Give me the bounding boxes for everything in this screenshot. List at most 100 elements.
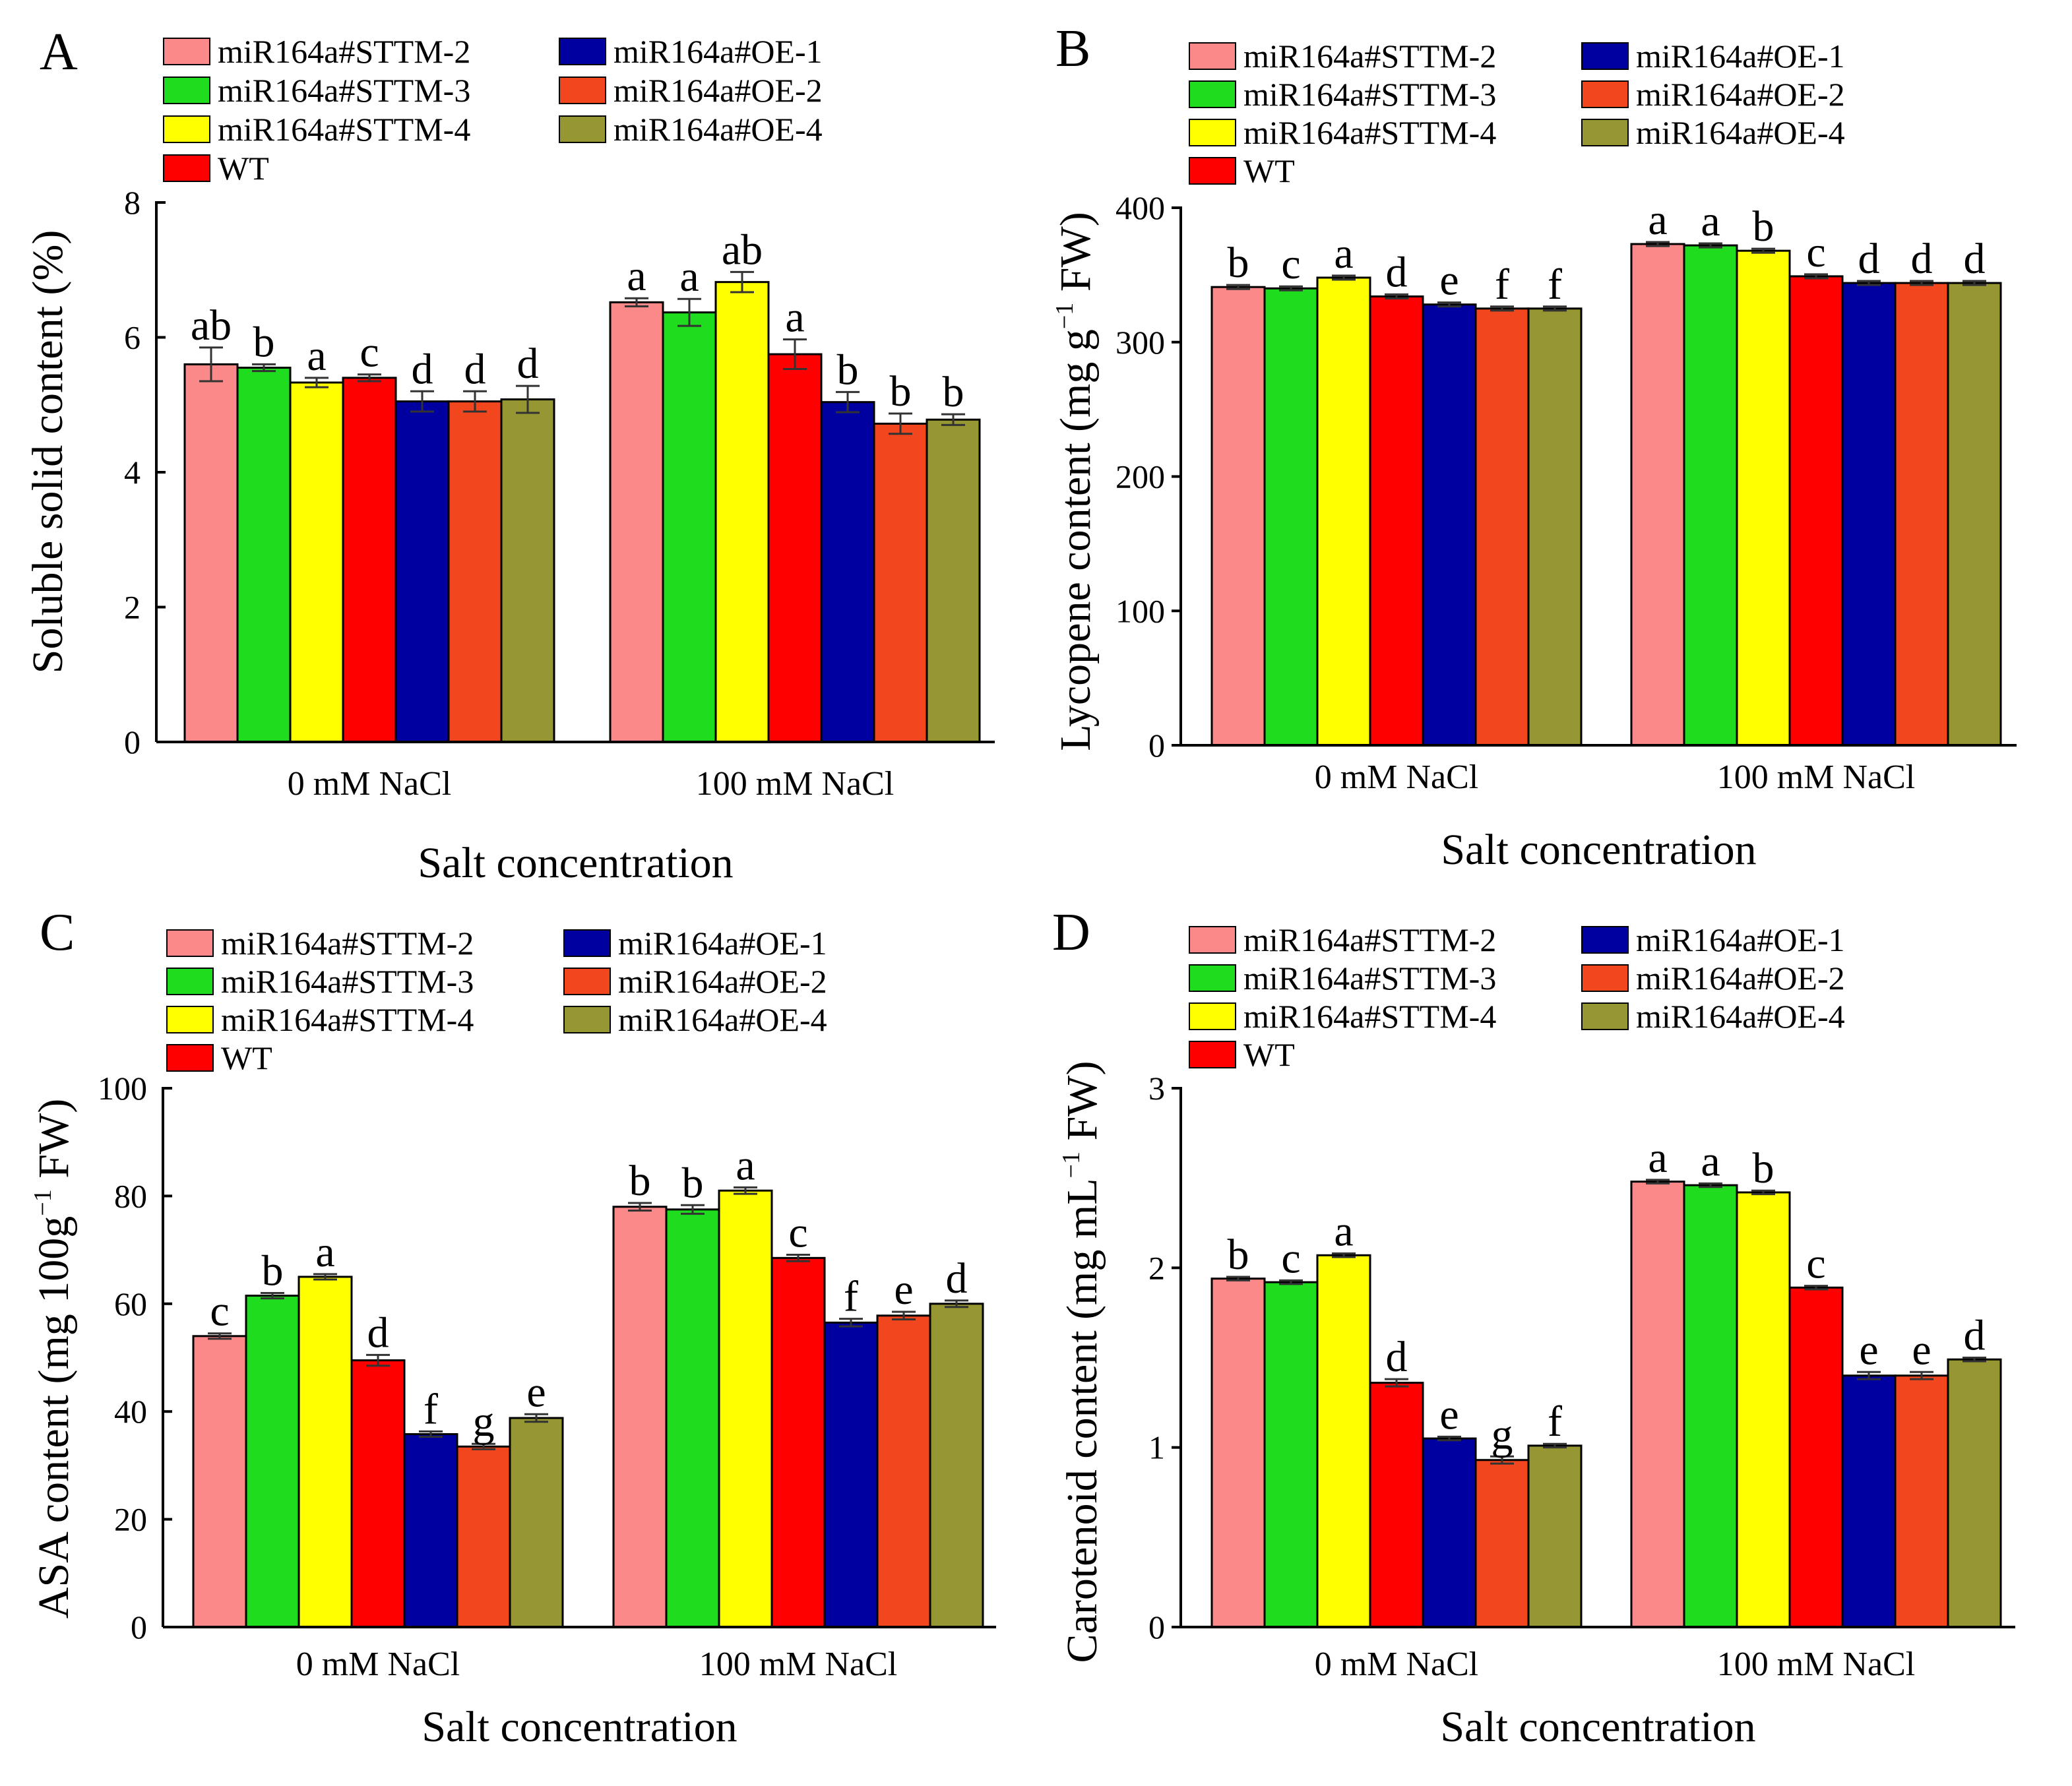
y-tick-label: 4 <box>124 454 141 491</box>
legend-swatch <box>559 115 606 143</box>
legend: miR164a#STTM-2 miR164a#OE-1 miR164a#STTM-3… <box>1189 38 1845 189</box>
bar <box>236 367 292 743</box>
significance-letter: c <box>1281 240 1300 288</box>
error-bar <box>524 1413 548 1423</box>
legend-item: miR164a#STTM-2 <box>163 33 470 70</box>
bar <box>1683 1184 1738 1628</box>
error-bar <box>836 390 860 414</box>
legend-swatch <box>1581 926 1629 954</box>
error-bar <box>945 1299 968 1309</box>
y-axis-label-superscript: −1 <box>29 1189 57 1216</box>
y-tick-label: 60 <box>114 1285 147 1322</box>
error-bar <box>892 1310 916 1320</box>
legend-swatch <box>166 929 214 957</box>
bar <box>820 401 875 743</box>
bar <box>1527 1444 1583 1628</box>
legend-label: miR164a#OE-2 <box>613 72 823 109</box>
error-bar <box>313 1273 337 1281</box>
error-bar <box>786 1253 810 1262</box>
y-tick-label: 300 <box>1115 324 1165 361</box>
bar <box>1841 282 1897 747</box>
error-bar <box>1226 1276 1250 1281</box>
panel-label: D <box>1052 904 1090 962</box>
legend-item: miR164a#OE-2 <box>1581 960 1845 997</box>
significance-letter: c <box>1806 1240 1825 1288</box>
error-bar <box>1804 273 1828 280</box>
error-bar <box>199 346 223 383</box>
error-bar <box>208 1332 232 1340</box>
legend-item: miR164a#OE-4 <box>563 1001 827 1038</box>
significance-letter: b <box>1753 202 1774 251</box>
error-bar <box>410 390 434 413</box>
bar <box>1316 1254 1371 1628</box>
y-axis-label: Carotenoid content (mg mL−1 FW) <box>1057 1061 1106 1663</box>
legend-item: miR164a#STTM-3 <box>163 72 470 109</box>
x-axis-label: Salt concentration <box>1440 1703 1755 1751</box>
significance-letter: a <box>315 1228 334 1276</box>
significance-letter: b <box>1228 1231 1249 1279</box>
bar <box>1788 1286 1844 1628</box>
y-axis-label-part: Carotenoid content (mg mL <box>1058 1178 1106 1663</box>
x-category-label: 100 mM NaCl <box>1717 1646 1915 1683</box>
bar <box>612 1206 668 1628</box>
legend-swatch <box>1189 964 1236 992</box>
x-category-label: 100 mM NaCl <box>699 1646 897 1683</box>
legend-label: miR164a#OE-2 <box>618 963 827 1000</box>
bar <box>1263 287 1319 747</box>
legend-swatch <box>1189 119 1236 146</box>
bar <box>1369 295 1424 747</box>
bar <box>350 1359 406 1628</box>
y-tick-label: 2 <box>124 589 141 626</box>
legend-label: WT <box>1243 1036 1295 1073</box>
error-bar <box>1910 280 1933 286</box>
error-bar <box>1490 1455 1514 1465</box>
bar <box>662 311 717 743</box>
y-tick-label: 1 <box>1148 1429 1165 1466</box>
bar <box>876 1314 931 1628</box>
significance-letter: d <box>1911 235 1933 283</box>
legend-swatch <box>166 1044 214 1072</box>
legend-swatch <box>563 968 611 995</box>
legend: miR164a#STTM-2 miR164a#OE-1 miR164a#STTM-3… <box>1189 921 1845 1073</box>
legend-item: WT <box>1189 1036 1295 1073</box>
bar <box>183 363 239 743</box>
legend-label: miR164a#OE-4 <box>613 111 823 148</box>
legend-swatch <box>163 154 210 182</box>
bar <box>192 1335 247 1628</box>
legend-swatch <box>559 77 606 104</box>
bar <box>1422 303 1477 747</box>
significance-letter: c <box>360 328 379 377</box>
error-bar <box>1857 1370 1881 1380</box>
bar <box>1474 1459 1530 1628</box>
error-bar <box>1543 1442 1567 1449</box>
significance-letter: d <box>367 1309 389 1357</box>
significance-letter: a <box>679 253 699 301</box>
bar <box>1736 249 1791 747</box>
error-bar <box>628 1202 652 1212</box>
legend-item: WT <box>166 1039 272 1076</box>
bar <box>509 1417 564 1628</box>
bar <box>298 1276 353 1628</box>
legend-item: miR164a#STTM-2 <box>166 925 474 962</box>
significance-letter: e <box>1439 257 1459 305</box>
x-axis-label: Salt concentration <box>422 1703 737 1751</box>
significance-letter: f <box>844 1273 858 1321</box>
significance-letter: a <box>1648 1134 1667 1182</box>
legend-item: miR164a#OE-2 <box>1581 76 1845 113</box>
error-bar <box>1751 247 1775 254</box>
legend-label: miR164a#STTM-3 <box>1243 960 1496 997</box>
panel-label: A <box>40 23 78 81</box>
error-bar <box>889 412 912 435</box>
significance-letter: b <box>837 346 859 394</box>
bar <box>1263 1281 1319 1628</box>
error-bar <box>1385 293 1408 300</box>
y-tick-label: 400 <box>1115 189 1165 226</box>
significance-letter: d <box>1386 248 1408 296</box>
legend-label: WT <box>1243 152 1295 189</box>
significance-letter: a <box>1701 1137 1720 1185</box>
y-tick-label: 200 <box>1115 458 1165 495</box>
error-bar <box>305 377 329 388</box>
